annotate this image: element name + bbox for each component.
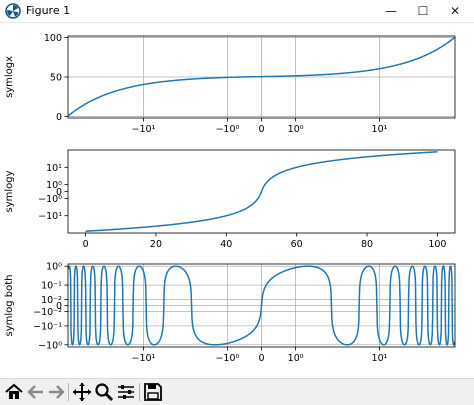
- data-line: [68, 36, 455, 117]
- data-line: [67, 264, 456, 347]
- y-axis-label: symlog both: [4, 274, 15, 336]
- data-line: [85, 151, 438, 232]
- x-tick-label: 10¹: [372, 353, 388, 364]
- pan-icon[interactable]: [72, 382, 92, 402]
- subplots-config-icon[interactable]: [116, 382, 136, 402]
- save-icon[interactable]: [143, 382, 163, 402]
- y-tick-label: 100: [44, 33, 62, 44]
- y-tick-label: 50: [50, 73, 62, 84]
- y-tick-label: −10⁰: [38, 340, 62, 351]
- subplot-1: −10¹ −10⁰ 0 10⁰ 10¹ 0 50 100 symlogx: [4, 33, 456, 135]
- navigation-toolbar: [0, 378, 474, 405]
- window-title: Figure 1: [26, 4, 71, 17]
- window-titlebar: Figure 1 — ☐ ✕: [0, 0, 474, 23]
- y-tick-label: 0: [56, 112, 62, 123]
- x-tick-label: 0: [258, 124, 264, 135]
- x-tick-label: 10¹: [372, 124, 388, 135]
- y-tick-label: −10¹: [38, 211, 62, 222]
- y-tick-label: 10¹: [46, 163, 62, 174]
- forward-arrow-icon[interactable]: [46, 382, 66, 402]
- minimize-button[interactable]: —: [385, 4, 397, 18]
- x-tick-label: 10⁰: [288, 124, 304, 135]
- y-axis-label: symlogx: [4, 56, 15, 98]
- x-tick-label: 20: [150, 239, 162, 250]
- x-tick-label: 40: [220, 239, 232, 250]
- y-axis-label: symlogy: [4, 170, 15, 212]
- x-tick-label: 60: [291, 239, 303, 250]
- x-tick-label: −10¹: [132, 124, 156, 135]
- back-arrow-icon[interactable]: [26, 382, 46, 402]
- x-tick-label: 10⁰: [288, 353, 304, 364]
- x-tick-label: 80: [361, 239, 373, 250]
- y-tick-label: 0: [56, 301, 62, 312]
- subplot-3: −10¹ −10⁰ 0 10⁰ 10¹10⁰10⁻¹10⁻²0−10⁻²−10⁻¹−10…: [4, 262, 456, 364]
- y-tick-label: 0: [56, 187, 62, 198]
- x-tick-label: −10¹: [132, 353, 156, 364]
- x-tick-label: 0: [258, 353, 264, 364]
- y-tick-label: 10⁻²: [41, 295, 62, 306]
- y-tick-label: −10⁰: [38, 194, 62, 205]
- toolbar-separator: [68, 383, 69, 401]
- y-tick-label: 10⁻¹: [41, 281, 62, 292]
- y-tick-label: −10⁻¹: [33, 321, 62, 332]
- y-tick-label: 10⁰: [46, 180, 62, 191]
- maximize-button[interactable]: ☐: [417, 4, 429, 18]
- y-tick-label: 10⁰: [46, 262, 62, 273]
- zoom-icon[interactable]: [94, 382, 114, 402]
- x-tick-label: 0: [83, 239, 89, 250]
- home-icon[interactable]: [4, 382, 24, 402]
- close-button[interactable]: ✕: [449, 4, 461, 18]
- toolbar-separator: [139, 383, 140, 401]
- x-tick-label: 100: [428, 239, 446, 250]
- x-tick-label: −10⁰: [215, 124, 239, 135]
- matplotlib-app-icon: [5, 3, 21, 19]
- y-tick-label: −10⁻²: [33, 307, 62, 318]
- x-tick-label: −10⁰: [215, 353, 239, 364]
